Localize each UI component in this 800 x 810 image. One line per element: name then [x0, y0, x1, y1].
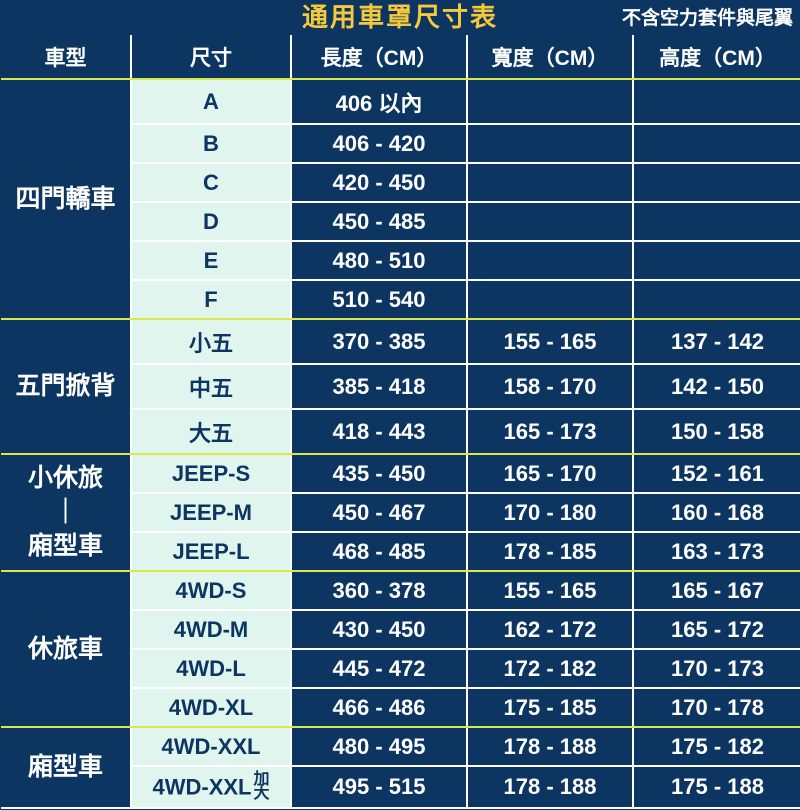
len-cell: 406 - 420	[291, 124, 467, 163]
len-cell: 510 - 540	[291, 280, 467, 319]
len-cell: 360 - 378	[291, 571, 467, 610]
len-cell: 466 - 486	[291, 688, 467, 727]
table-row: 小休旅｜廂型車JEEP-S435 - 450165 - 170152 - 161	[1, 454, 800, 493]
hei-cell	[633, 163, 800, 202]
wid-cell: 158 - 170	[467, 364, 633, 409]
wid-cell: 170 - 180	[467, 493, 633, 532]
category-cell: 四門轎車	[1, 79, 131, 319]
wid-cell: 178 - 188	[467, 727, 633, 766]
wid-cell	[467, 124, 633, 163]
category-cell: 小休旅｜廂型車	[1, 454, 131, 571]
wid-cell	[467, 163, 633, 202]
size-cell: 小五	[131, 319, 291, 364]
hei-cell: 137 - 142	[633, 319, 800, 364]
len-cell: 450 - 485	[291, 202, 467, 241]
table-body: 四門轎車A406 以內B406 - 420C420 - 450D450 - 48…	[1, 79, 800, 808]
table-head-row: 車型 尺寸 長度（CM） 寬度（CM） 高度（CM）	[1, 35, 800, 79]
title-bar: 通用車罩尺寸表 不含空力套件與尾翼	[1, 1, 799, 35]
hei-cell	[633, 79, 800, 124]
hei-cell: 142 - 150	[633, 364, 800, 409]
len-cell: 480 - 495	[291, 727, 467, 766]
size-cell: A	[131, 79, 291, 124]
len-cell: 420 - 450	[291, 163, 467, 202]
hei-cell: 165 - 172	[633, 610, 800, 649]
hei-cell	[633, 202, 800, 241]
len-cell: 450 - 467	[291, 493, 467, 532]
size-cell: 大五	[131, 409, 291, 454]
hei-cell	[633, 124, 800, 163]
len-cell: 435 - 450	[291, 454, 467, 493]
wid-cell: 172 - 182	[467, 649, 633, 688]
len-cell: 480 - 510	[291, 241, 467, 280]
chart-note: 不含空力套件與尾翼	[622, 3, 793, 30]
size-table: 車型 尺寸 長度（CM） 寬度（CM） 高度（CM） 四門轎車A406 以內B4…	[1, 35, 800, 809]
size-cell: 4WD-XL	[131, 688, 291, 727]
chart-title: 通用車罩尺寸表	[302, 0, 498, 34]
table-row: 休旅車4WD-S360 - 378155 - 165165 - 167	[1, 571, 800, 610]
hei-cell: 165 - 167	[633, 571, 800, 610]
col-size: 尺寸	[131, 35, 291, 79]
wid-cell: 175 - 185	[467, 688, 633, 727]
wid-cell: 178 - 185	[467, 532, 633, 571]
col-type: 車型	[1, 35, 131, 79]
hei-cell: 175 - 188	[633, 766, 800, 808]
len-cell: 418 - 443	[291, 409, 467, 454]
wid-cell: 155 - 165	[467, 319, 633, 364]
len-cell: 468 - 485	[291, 532, 467, 571]
hei-cell: 170 - 178	[633, 688, 800, 727]
col-length: 長度（CM）	[291, 35, 467, 79]
size-cell: 4WD-XXL加大	[131, 766, 291, 808]
size-cell: C	[131, 163, 291, 202]
len-cell: 370 - 385	[291, 319, 467, 364]
category-cell: 休旅車	[1, 571, 131, 727]
len-cell: 445 - 472	[291, 649, 467, 688]
size-cell: 4WD-S	[131, 571, 291, 610]
col-height: 高度（CM）	[633, 35, 800, 79]
hei-cell	[633, 280, 800, 319]
len-cell: 430 - 450	[291, 610, 467, 649]
wid-cell: 165 - 170	[467, 454, 633, 493]
wid-cell: 165 - 173	[467, 409, 633, 454]
size-cell: 中五	[131, 364, 291, 409]
hei-cell	[633, 241, 800, 280]
hei-cell: 160 - 168	[633, 493, 800, 532]
hei-cell: 170 - 173	[633, 649, 800, 688]
size-cell: D	[131, 202, 291, 241]
size-cell: E	[131, 241, 291, 280]
hei-cell: 152 - 161	[633, 454, 800, 493]
wid-cell: 155 - 165	[467, 571, 633, 610]
wid-cell: 162 - 172	[467, 610, 633, 649]
size-cell: JEEP-M	[131, 493, 291, 532]
size-cell: B	[131, 124, 291, 163]
wid-cell: 178 - 188	[467, 766, 633, 808]
category-cell: 廂型車	[1, 727, 131, 808]
size-cell: 4WD-XXL	[131, 727, 291, 766]
size-cell: JEEP-S	[131, 454, 291, 493]
hei-cell: 163 - 173	[633, 532, 800, 571]
len-cell: 385 - 418	[291, 364, 467, 409]
col-width: 寬度（CM）	[467, 35, 633, 79]
table-row: 四門轎車A406 以內	[1, 79, 800, 124]
wid-cell	[467, 202, 633, 241]
hei-cell: 150 - 158	[633, 409, 800, 454]
len-cell: 495 - 515	[291, 766, 467, 808]
table-row: 廂型車4WD-XXL480 - 495178 - 188175 - 182	[1, 727, 800, 766]
len-cell: 406 以內	[291, 79, 467, 124]
size-cell: 4WD-M	[131, 610, 291, 649]
wid-cell	[467, 280, 633, 319]
wid-cell	[467, 79, 633, 124]
category-cell: 五門掀背	[1, 319, 131, 454]
wid-cell	[467, 241, 633, 280]
size-cell: JEEP-L	[131, 532, 291, 571]
hei-cell: 175 - 182	[633, 727, 800, 766]
size-cell: F	[131, 280, 291, 319]
size-cell: 4WD-L	[131, 649, 291, 688]
size-chart: 通用車罩尺寸表 不含空力套件與尾翼 車型 尺寸 長度（CM） 寬度（CM） 高度…	[0, 0, 800, 810]
table-row: 五門掀背小五370 - 385155 - 165137 - 142	[1, 319, 800, 364]
